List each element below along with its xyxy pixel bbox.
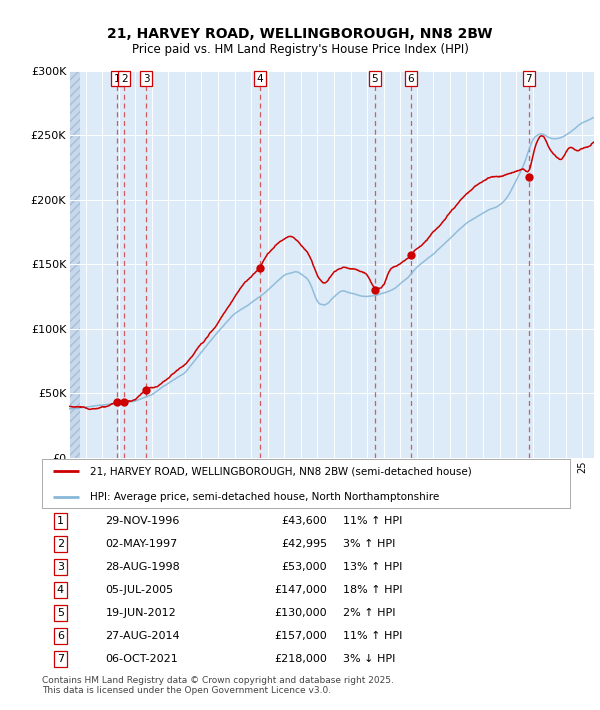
- Text: £43,600: £43,600: [281, 515, 327, 525]
- Text: 11% ↑ HPI: 11% ↑ HPI: [343, 631, 403, 641]
- Text: 6: 6: [407, 74, 415, 84]
- Text: 6: 6: [57, 631, 64, 641]
- Text: Contains HM Land Registry data © Crown copyright and database right 2025.
This d: Contains HM Land Registry data © Crown c…: [42, 676, 394, 695]
- Text: 2: 2: [57, 539, 64, 549]
- Text: 21, HARVEY ROAD, WELLINGBOROUGH, NN8 2BW (semi-detached house): 21, HARVEY ROAD, WELLINGBOROUGH, NN8 2BW…: [89, 466, 471, 476]
- Text: 21, HARVEY ROAD, WELLINGBOROUGH, NN8 2BW: 21, HARVEY ROAD, WELLINGBOROUGH, NN8 2BW: [107, 27, 493, 41]
- Text: 2: 2: [121, 74, 127, 84]
- Text: 2% ↑ HPI: 2% ↑ HPI: [343, 608, 395, 618]
- Text: 13% ↑ HPI: 13% ↑ HPI: [343, 562, 403, 572]
- Text: £147,000: £147,000: [274, 585, 327, 595]
- Text: 4: 4: [256, 74, 263, 84]
- Text: 19-JUN-2012: 19-JUN-2012: [106, 608, 176, 618]
- Text: 7: 7: [57, 655, 64, 665]
- Text: 27-AUG-2014: 27-AUG-2014: [106, 631, 180, 641]
- Text: 29-NOV-1996: 29-NOV-1996: [106, 515, 180, 525]
- Text: 18% ↑ HPI: 18% ↑ HPI: [343, 585, 403, 595]
- Text: 5: 5: [371, 74, 378, 84]
- Text: 3: 3: [57, 562, 64, 572]
- Text: 28-AUG-1998: 28-AUG-1998: [106, 562, 180, 572]
- Text: 3% ↓ HPI: 3% ↓ HPI: [343, 655, 395, 665]
- Text: £130,000: £130,000: [274, 608, 327, 618]
- Text: 7: 7: [526, 74, 532, 84]
- Text: HPI: Average price, semi-detached house, North Northamptonshire: HPI: Average price, semi-detached house,…: [89, 492, 439, 502]
- Text: 3: 3: [143, 74, 149, 84]
- Text: 3% ↑ HPI: 3% ↑ HPI: [343, 539, 395, 549]
- Text: 1: 1: [57, 515, 64, 525]
- Bar: [69, 71, 80, 458]
- Text: 11% ↑ HPI: 11% ↑ HPI: [343, 515, 403, 525]
- Text: 02-MAY-1997: 02-MAY-1997: [106, 539, 178, 549]
- Text: £157,000: £157,000: [274, 631, 327, 641]
- Text: Price paid vs. HM Land Registry's House Price Index (HPI): Price paid vs. HM Land Registry's House …: [131, 43, 469, 55]
- Text: £218,000: £218,000: [274, 655, 327, 665]
- Text: £53,000: £53,000: [281, 562, 327, 572]
- Text: 5: 5: [57, 608, 64, 618]
- Text: 4: 4: [57, 585, 64, 595]
- Text: 05-JUL-2005: 05-JUL-2005: [106, 585, 173, 595]
- Text: 1: 1: [114, 74, 121, 84]
- Text: £42,995: £42,995: [281, 539, 327, 549]
- Text: 06-OCT-2021: 06-OCT-2021: [106, 655, 178, 665]
